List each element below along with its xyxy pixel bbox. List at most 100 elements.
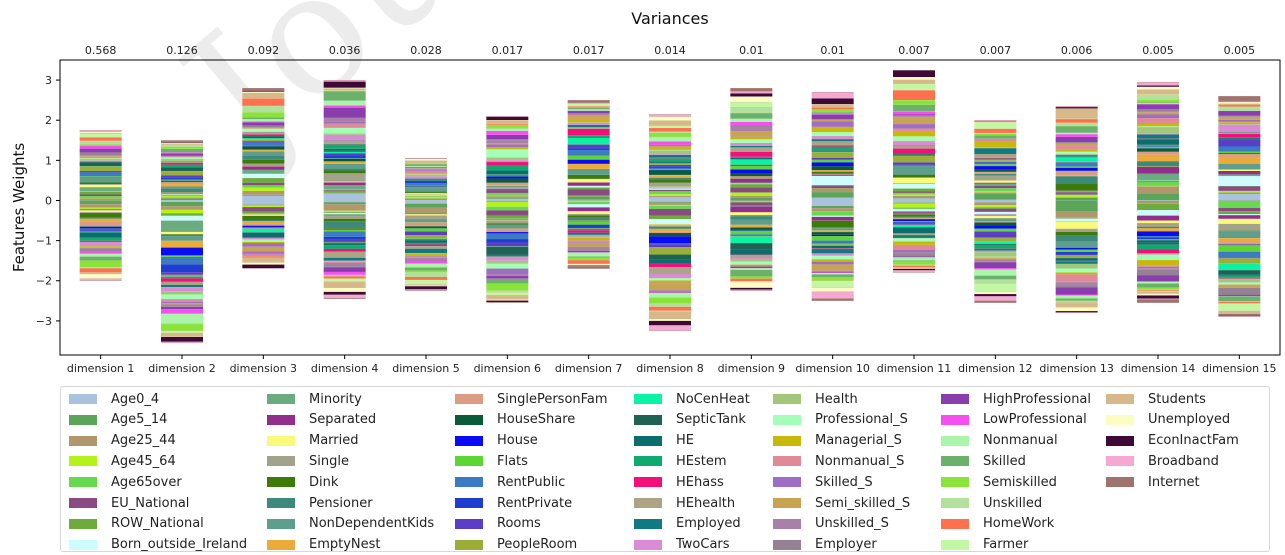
bar-segment-semiskilled xyxy=(242,112,285,118)
bar-segment-peopleroom xyxy=(974,160,1017,162)
bar-segment-unskilled xyxy=(1055,122,1098,127)
bar-segment-row-national xyxy=(1218,211,1261,215)
bar-segment-nocenheat xyxy=(567,137,610,145)
bar-segment-flats xyxy=(893,221,935,223)
legend-label: EU_National xyxy=(111,495,190,511)
bar-segment-single xyxy=(649,225,691,227)
bar-segment-minority xyxy=(893,211,935,213)
bar-segment-employed xyxy=(79,240,122,242)
bar-segment-single xyxy=(323,216,366,219)
bar-segment-age25-44 xyxy=(730,200,773,202)
bar-segment-nonmanual xyxy=(730,268,773,270)
bar-segment-separated xyxy=(974,182,1017,184)
bar-segment-flats xyxy=(1055,249,1098,252)
bar-segment-managerial-s xyxy=(242,128,285,129)
legend-label: Separated xyxy=(309,412,377,428)
bar-segment-born-outside-ireland xyxy=(567,185,610,188)
bar-segment-rentpublic xyxy=(1218,146,1261,152)
bar-segment-married xyxy=(649,186,691,188)
bar-segment-houseshare xyxy=(405,226,447,229)
bar-segment-born-outside-ireland xyxy=(1218,176,1261,186)
bar-segment-hehass xyxy=(161,278,203,282)
bar-segment-nonmanual xyxy=(567,109,610,111)
legend-label: Farmer xyxy=(983,537,1029,553)
bar-segment-unskilled xyxy=(1218,106,1261,110)
bar-segment-managerial-s xyxy=(811,126,854,133)
bar-segment-age5-14 xyxy=(1137,200,1179,202)
bar-segment-homework xyxy=(323,276,366,279)
legend-label: PeopleRoom xyxy=(497,537,578,553)
legend-swatch xyxy=(69,414,97,425)
bar-segment-married xyxy=(242,214,285,216)
bar-segment-unskilled xyxy=(893,264,935,266)
bar-segment-nonmanual-s xyxy=(79,247,122,248)
bar-segment-homework xyxy=(811,107,854,110)
bar-segment-lowprofessional xyxy=(242,252,285,255)
bar-segment-eu-national xyxy=(242,207,285,212)
bar-segment-lowprofessional xyxy=(323,271,366,275)
bar-segment-professional-s xyxy=(1137,254,1179,261)
bar-segment-peopleroom xyxy=(161,171,203,176)
bar-segment-eu-national xyxy=(730,202,773,206)
bar-segment-flats xyxy=(649,243,691,245)
bar-segment-skilled xyxy=(79,256,122,261)
bar-segment-hehealth xyxy=(974,153,1017,158)
bar-segment-he xyxy=(811,245,854,249)
bar-segment-unskilled-s xyxy=(1055,282,1098,286)
bar-segment-hehealth xyxy=(323,251,366,258)
bar-segment-dink xyxy=(730,215,773,217)
bar-segment-twocars xyxy=(486,160,529,162)
bar-segment-flats xyxy=(567,221,610,225)
bar-segment-dink xyxy=(79,182,122,185)
bar-segment-nonmanual xyxy=(649,137,691,142)
bar-segment-semi-skilled-s xyxy=(486,143,529,145)
legend-item-semiskilled: Semiskilled xyxy=(941,472,1057,492)
bar-segment-single xyxy=(1055,190,1098,192)
bar-segment-econinactfam xyxy=(730,287,773,290)
bar-segment-dink xyxy=(1055,183,1098,191)
bar-segment-highprofessional xyxy=(811,114,854,120)
bar-segment-age0-4 xyxy=(161,200,203,203)
bar-segment-broadband xyxy=(323,80,366,82)
bar-segment-married xyxy=(730,212,773,216)
bar-segment-hehass xyxy=(1055,260,1098,262)
legend-swatch xyxy=(267,518,295,529)
bar-segment-born-outside-ireland xyxy=(161,194,203,195)
bar-segment-managerial-s xyxy=(486,147,529,150)
bar-segment-houseshare xyxy=(730,173,773,177)
bar-segment-internet xyxy=(567,266,610,269)
bar-segment-hehealth xyxy=(79,160,122,162)
bar-segment-separated xyxy=(567,182,610,186)
bar-segment-separated xyxy=(242,166,285,170)
bar-segment-lowprofessional xyxy=(649,141,691,145)
bar-segment-twocars xyxy=(486,257,529,261)
bar-segment-emptynest xyxy=(730,224,773,228)
bar-segment-skilled-s xyxy=(730,265,773,266)
bar-segment-singlepersonfam xyxy=(1137,151,1179,155)
bar-segment-separated xyxy=(323,182,366,186)
bar-segment-nonmanual xyxy=(1218,109,1261,111)
bar-segment-rooms xyxy=(730,164,773,166)
bar-segment-farmer xyxy=(486,292,529,295)
bar-segment-broadband xyxy=(405,289,447,291)
bar-segment-rooms xyxy=(974,231,1017,238)
bar-segment-row-national xyxy=(161,213,203,216)
bar-segment-twocars xyxy=(323,260,366,262)
bar-segment-managerial-s xyxy=(730,136,773,140)
bar-segment-nocenheat xyxy=(811,244,854,246)
bar-segment-employed xyxy=(811,139,854,142)
bar-segment-skilled xyxy=(1055,298,1098,301)
bar-segment-hehass xyxy=(1137,249,1179,254)
legend-label: Minority xyxy=(309,391,362,407)
bar-segment-emptynest xyxy=(161,240,203,248)
bar-segment-born-outside-ireland xyxy=(242,173,285,179)
legend-swatch xyxy=(455,435,483,446)
bar-segment-age5-14 xyxy=(242,194,285,196)
bar-segment-he xyxy=(1218,137,1261,139)
bar-segment-hehass xyxy=(811,145,854,147)
bar-segment-age45-64 xyxy=(79,207,122,209)
bar-segment-lowprofessional xyxy=(486,130,529,135)
bar-segment-lowprofessional xyxy=(1137,281,1179,282)
bar-segment-students xyxy=(811,104,854,108)
bar-segment-econinactfam xyxy=(974,294,1017,297)
